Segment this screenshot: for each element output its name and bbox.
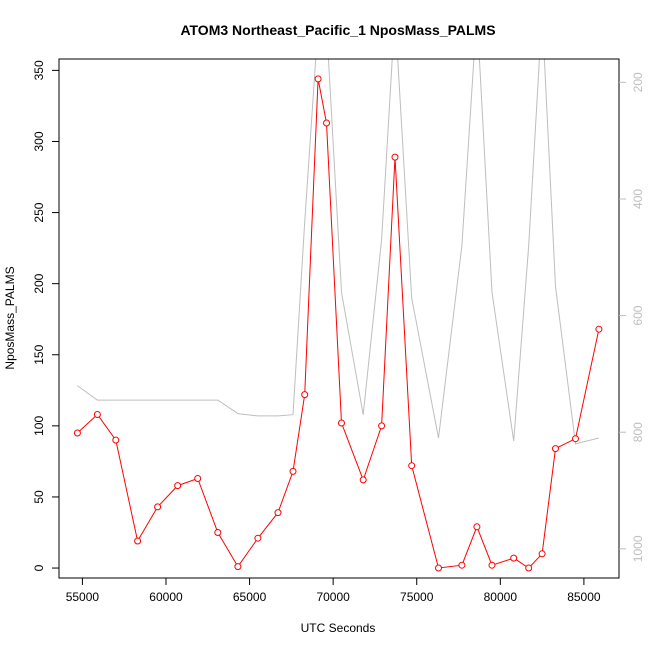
primary-series-line xyxy=(77,78,600,569)
y-tick-label: 150 xyxy=(32,344,46,364)
x-tick-label: 75000 xyxy=(400,590,434,604)
y2-tick-label: 600 xyxy=(631,305,645,325)
data-point xyxy=(552,445,559,453)
data-point xyxy=(289,467,297,475)
x-axis: 55000 60000 65000 70000 75000 80000 85000 xyxy=(66,578,601,604)
data-point xyxy=(391,153,399,161)
x-tick-label: 55000 xyxy=(66,590,100,604)
y-tick-label: 250 xyxy=(32,202,46,222)
data-point xyxy=(378,422,386,430)
y2-axis: 200 400 600 800 1000 xyxy=(619,72,645,562)
y-tick-label: 50 xyxy=(32,490,46,504)
data-point xyxy=(93,411,101,418)
x-tick-label: 80000 xyxy=(484,590,518,604)
data-point xyxy=(473,523,481,531)
x-tick-label: 85000 xyxy=(567,590,601,604)
y2-tick-label: 200 xyxy=(631,72,645,92)
data-point xyxy=(254,534,262,542)
data-point xyxy=(408,462,416,470)
y2-tick-label: 400 xyxy=(631,189,645,209)
data-point xyxy=(154,503,162,511)
data-point xyxy=(488,561,496,569)
data-point xyxy=(323,119,330,127)
y-tick-label: 350 xyxy=(32,60,46,80)
y-tick-label: 300 xyxy=(32,131,46,151)
secondary-series-line xyxy=(77,59,600,445)
data-point xyxy=(134,537,142,545)
y-tick-label: 100 xyxy=(32,416,46,436)
x-tick-label: 65000 xyxy=(233,590,267,604)
data-point xyxy=(525,564,533,572)
data-point xyxy=(314,75,322,83)
data-point xyxy=(595,325,603,333)
y-tick-label: 200 xyxy=(32,273,46,293)
data-point xyxy=(174,482,182,490)
data-point xyxy=(234,563,242,571)
data-point xyxy=(510,554,518,562)
data-point xyxy=(301,391,309,399)
y-tick-label: 0 xyxy=(32,564,46,571)
y2-tick-label: 800 xyxy=(631,422,645,442)
x-tick-label: 60000 xyxy=(149,590,183,604)
data-point xyxy=(73,429,81,437)
data-point xyxy=(572,435,579,443)
data-point xyxy=(338,419,345,427)
x-axis-label: UTC Seconds xyxy=(301,621,376,635)
plot-frame xyxy=(58,58,620,579)
y-axis-label: NposMass_PALMS xyxy=(3,266,17,369)
y2-tick-label: 1000 xyxy=(631,535,645,562)
data-point xyxy=(359,476,367,484)
x-tick-label: 70000 xyxy=(316,590,350,604)
data-point xyxy=(194,475,202,482)
data-point xyxy=(458,561,466,569)
data-point xyxy=(435,564,442,572)
y-axis: 0 50 100 150 200 250 300 350 xyxy=(32,60,59,571)
data-point xyxy=(214,529,222,536)
chart-title: ATOM3 Northeast_Pacific_1 NposMass_PALMS xyxy=(180,22,495,38)
data-point xyxy=(112,436,120,444)
data-point xyxy=(538,550,546,558)
data-point xyxy=(274,509,282,517)
